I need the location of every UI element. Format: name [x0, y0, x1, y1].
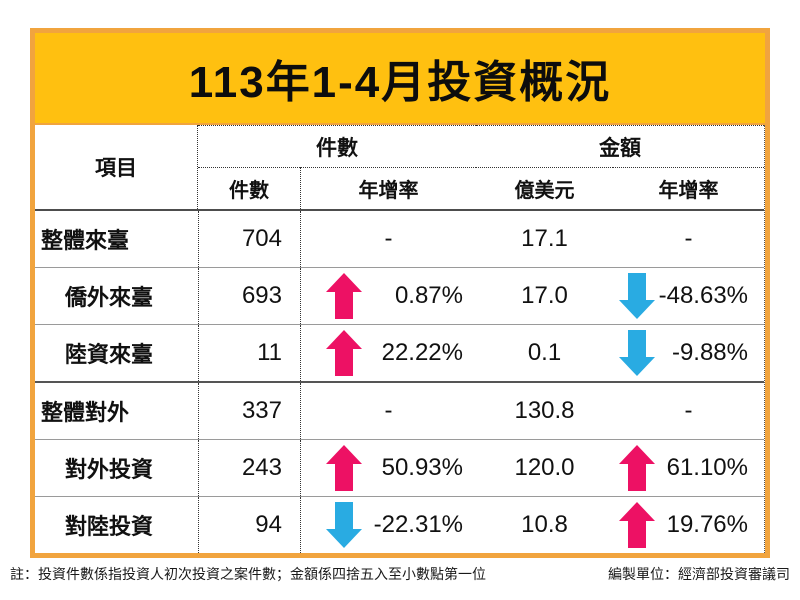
no-change-dash: -	[684, 225, 693, 252]
amount-yoy-cell: -	[613, 383, 764, 439]
amount-yoy-cell: -9.88%	[613, 325, 764, 381]
count-value: 94	[198, 497, 300, 553]
no-change-dash: -	[684, 397, 693, 424]
count-value: 693	[198, 268, 300, 324]
up-arrow-icon	[619, 502, 655, 548]
amount-value: 17.1	[521, 225, 568, 252]
count-yoy-cell: 0.87%	[300, 268, 476, 324]
amount-yoy-cell: 61.10%	[613, 440, 764, 496]
count-yoy-cell: -22.31%	[300, 497, 476, 553]
row-label: 陸資來臺	[65, 342, 154, 367]
yoy-value: 61.10%	[666, 454, 748, 481]
investment-summary-frame: 113年1-4月投資概況 項目 件數 金額 件數 年增率 億美元 年增率 整體來…	[30, 28, 770, 558]
up-arrow-icon	[326, 273, 362, 319]
yoy-value: 19.76%	[666, 511, 748, 538]
header-group-count: 件數	[198, 125, 476, 167]
yoy-value: 50.93%	[381, 454, 463, 481]
header-group-amount: 金額	[476, 125, 764, 167]
up-arrow-icon	[326, 445, 362, 491]
count-yoy-cell: -	[300, 211, 476, 267]
amount-value: 120.0	[514, 454, 575, 481]
footnote: 註：投資件數係指投資人初次投資之案件數；金額係四捨五入至小數點第一位	[10, 566, 486, 582]
amount-yoy-cell: -	[613, 211, 764, 267]
row-label: 僑外來臺	[65, 285, 154, 310]
up-arrow-icon	[326, 330, 362, 376]
yoy-value: -9.88%	[671, 339, 748, 366]
yoy-value: -48.63%	[658, 282, 748, 309]
amount-yoy-cell: 19.76%	[613, 497, 764, 553]
footer: 註：投資件數係指投資人初次投資之案件數；金額係四捨五入至小數點第一位 編製單位：…	[0, 562, 800, 584]
count-yoy-cell: 22.22%	[300, 325, 476, 381]
down-arrow-icon	[326, 502, 362, 548]
row-label: 對陸投資	[65, 514, 154, 539]
table-row: 僑外來臺 693 0.87% 17.0 -48.63%	[35, 267, 764, 324]
table-body: 整體來臺 704 - 17.1 - 僑外來臺 693 0.87% 17.0 -4…	[35, 211, 764, 553]
count-value: 11	[198, 325, 300, 381]
table-row: 整體來臺 704 - 17.1 -	[35, 211, 764, 267]
up-arrow-icon	[619, 445, 655, 491]
row-label: 整體對外	[41, 400, 130, 425]
amount-value: 0.1	[527, 339, 562, 366]
header-sub-count: 件數	[198, 167, 300, 209]
page-title: 113年1-4月投資概況	[35, 33, 765, 125]
investment-table: 項目 件數 金額 件數 年增率 億美元 年增率 整體來臺 704 - 17.1 …	[35, 125, 765, 553]
count-value: 704	[198, 211, 300, 267]
header-item: 項目	[35, 125, 198, 209]
amount-yoy-cell: -48.63%	[613, 268, 764, 324]
row-label: 整體來臺	[41, 228, 130, 253]
count-yoy-cell: -	[300, 383, 476, 439]
count-value: 337	[198, 383, 300, 439]
amount-value: 130.8	[514, 397, 575, 424]
no-change-dash: -	[384, 397, 393, 424]
count-value: 243	[198, 440, 300, 496]
down-arrow-icon	[619, 273, 655, 319]
amount-value: 10.8	[521, 511, 568, 538]
table-row: 對陸投資 94 -22.31% 10.8 19.76%	[35, 496, 764, 553]
yoy-value: 22.22%	[381, 339, 463, 366]
table-row: 對外投資 243 50.93% 120.0 61.10%	[35, 439, 764, 496]
count-yoy-cell: 50.93%	[300, 440, 476, 496]
amount-value: 17.0	[521, 282, 568, 309]
no-change-dash: -	[384, 225, 393, 252]
table-row: 陸資來臺 11 22.22% 0.1 -9.88%	[35, 324, 764, 381]
header-sub-amount-yoy: 年增率	[613, 167, 764, 209]
row-label: 對外投資	[65, 457, 154, 482]
yoy-value: -22.31%	[373, 511, 463, 538]
table-row: 整體對外 337 - 130.8 -	[35, 381, 764, 439]
yoy-value: 0.87%	[394, 282, 463, 309]
header-sub-amount-unit: 億美元	[476, 167, 613, 209]
source-credit: 編製單位：經濟部投資審議司	[608, 566, 790, 582]
table-header: 項目 件數 金額 件數 年增率 億美元 年增率	[35, 125, 764, 211]
header-sub-count-yoy: 年增率	[300, 167, 476, 209]
down-arrow-icon	[619, 330, 655, 376]
